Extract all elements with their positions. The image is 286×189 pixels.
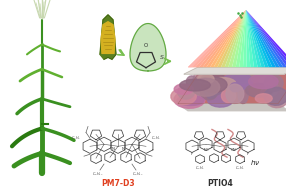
Polygon shape <box>259 77 273 87</box>
Text: PM7-D3: PM7-D3 <box>101 179 135 188</box>
Polygon shape <box>232 10 246 67</box>
Polygon shape <box>130 23 166 71</box>
Polygon shape <box>221 10 246 67</box>
Polygon shape <box>178 104 286 111</box>
Polygon shape <box>201 77 227 93</box>
Polygon shape <box>193 72 204 90</box>
Polygon shape <box>203 10 246 67</box>
Polygon shape <box>230 83 241 92</box>
Polygon shape <box>195 10 246 67</box>
Polygon shape <box>261 88 278 96</box>
Polygon shape <box>204 84 223 95</box>
Polygon shape <box>246 10 269 67</box>
Polygon shape <box>246 10 276 67</box>
Polygon shape <box>180 79 210 91</box>
Polygon shape <box>246 10 286 67</box>
Polygon shape <box>222 89 236 103</box>
Polygon shape <box>243 10 247 67</box>
Text: PTIO4: PTIO4 <box>207 179 233 188</box>
Polygon shape <box>225 10 246 67</box>
Polygon shape <box>178 74 286 104</box>
Polygon shape <box>236 10 246 67</box>
Text: $C_{8}H_{17}$: $C_{8}H_{17}$ <box>92 170 104 178</box>
Polygon shape <box>199 10 246 67</box>
Text: F: F <box>247 152 249 156</box>
Text: $C_2H_5$: $C_2H_5$ <box>71 135 81 142</box>
Polygon shape <box>188 10 246 67</box>
Polygon shape <box>208 77 236 90</box>
Polygon shape <box>200 86 217 100</box>
Polygon shape <box>217 10 246 67</box>
Polygon shape <box>246 10 261 67</box>
Text: $C_2H_5$: $C_2H_5$ <box>195 164 205 172</box>
Polygon shape <box>206 10 246 67</box>
Polygon shape <box>174 91 205 108</box>
Polygon shape <box>214 10 246 67</box>
Text: N: N <box>112 147 114 151</box>
Polygon shape <box>174 84 193 94</box>
Polygon shape <box>214 10 246 67</box>
Polygon shape <box>246 10 280 67</box>
Polygon shape <box>195 10 246 67</box>
Polygon shape <box>226 84 244 103</box>
Polygon shape <box>265 89 286 108</box>
Polygon shape <box>222 73 253 90</box>
Text: N: N <box>122 147 124 151</box>
Polygon shape <box>198 74 214 84</box>
Polygon shape <box>249 74 278 89</box>
Polygon shape <box>192 78 220 96</box>
Polygon shape <box>246 10 272 67</box>
Polygon shape <box>264 87 286 105</box>
Polygon shape <box>100 15 116 59</box>
Polygon shape <box>203 10 246 67</box>
Polygon shape <box>192 10 246 67</box>
Text: $C_{8}H_{17}$: $C_{8}H_{17}$ <box>132 170 144 178</box>
Polygon shape <box>239 10 246 67</box>
Polygon shape <box>236 74 253 87</box>
Polygon shape <box>246 84 273 97</box>
Text: S: S <box>160 55 164 60</box>
Polygon shape <box>177 95 204 106</box>
Polygon shape <box>246 10 283 67</box>
Text: $C_2H_5$: $C_2H_5$ <box>151 135 161 142</box>
Text: F: F <box>191 152 193 156</box>
Polygon shape <box>210 10 246 67</box>
Polygon shape <box>199 10 246 67</box>
Polygon shape <box>188 10 246 67</box>
Polygon shape <box>190 80 200 98</box>
Polygon shape <box>246 10 286 67</box>
Text: CN: CN <box>231 148 237 152</box>
Polygon shape <box>208 92 233 107</box>
Polygon shape <box>251 74 269 84</box>
Polygon shape <box>178 85 194 99</box>
Polygon shape <box>184 67 286 74</box>
Polygon shape <box>210 10 246 67</box>
Text: O: O <box>144 43 148 48</box>
Polygon shape <box>265 80 278 96</box>
Text: $h\nu$: $h\nu$ <box>250 158 261 167</box>
Polygon shape <box>246 10 286 67</box>
Polygon shape <box>171 88 196 105</box>
Polygon shape <box>246 10 265 67</box>
Polygon shape <box>228 10 246 67</box>
Polygon shape <box>246 10 258 67</box>
Polygon shape <box>201 73 226 86</box>
Polygon shape <box>264 75 283 91</box>
Polygon shape <box>206 10 246 67</box>
Polygon shape <box>231 73 254 83</box>
Polygon shape <box>246 10 250 67</box>
Polygon shape <box>238 84 248 104</box>
Polygon shape <box>246 10 254 67</box>
Polygon shape <box>204 81 218 99</box>
Text: NC: NC <box>203 148 209 152</box>
Polygon shape <box>186 76 197 88</box>
Text: $C_2H_5$: $C_2H_5$ <box>235 164 245 172</box>
Polygon shape <box>192 10 246 67</box>
Polygon shape <box>246 10 286 67</box>
Polygon shape <box>255 94 272 103</box>
Polygon shape <box>101 22 115 53</box>
